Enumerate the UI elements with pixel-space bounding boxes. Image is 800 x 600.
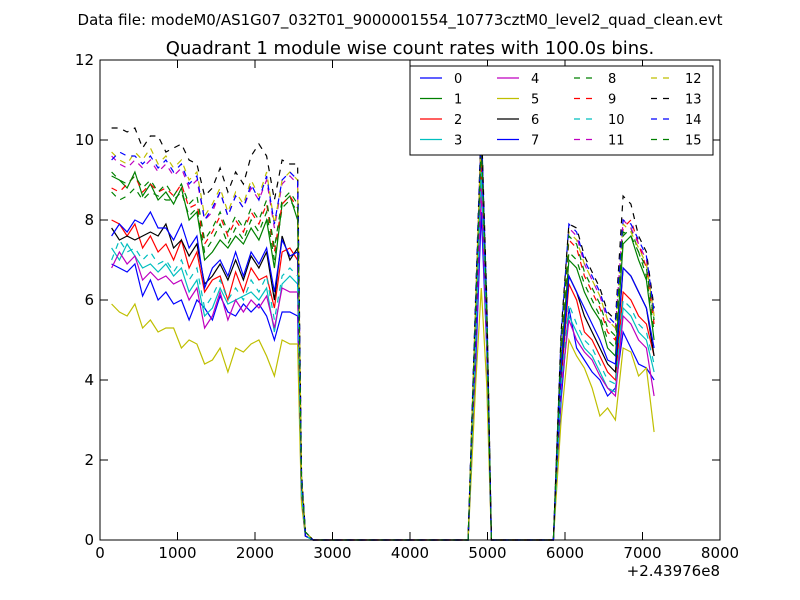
x-tick-label: 8000 [701, 544, 739, 562]
figure-suptitle: Data file: modeM0/AS1G07_032T01_90000015… [78, 11, 723, 30]
legend-label-14: 14 [685, 113, 702, 128]
legend-label-13: 13 [685, 93, 702, 108]
x-tick-label: 4000 [391, 544, 429, 562]
series-line-13 [111, 119, 655, 541]
axis-ticks: 0 1000 2000 3000 4000 5000 6000 7000 80000246810… [75, 51, 739, 562]
legend-label-11: 11 [608, 134, 625, 149]
y-tick-label: 10 [75, 131, 94, 149]
y-tick-label: 6 [84, 291, 94, 309]
legend-label-4: 4 [531, 72, 539, 87]
legend-label-7: 7 [531, 134, 539, 149]
x-tick-label: 5000 [468, 544, 506, 562]
y-tick-label: 2 [84, 451, 94, 469]
plot-lines [111, 115, 655, 541]
legend-label-9: 9 [608, 93, 616, 108]
y-tick-label: 8 [84, 211, 94, 229]
legend-label-5: 5 [531, 93, 539, 108]
series-line-14 [111, 127, 655, 541]
x-tick-label: 0 [95, 544, 105, 562]
legend-box [409, 65, 714, 156]
x-tick-label: 3000 [313, 544, 351, 562]
x-tick-label: 6000 [546, 544, 584, 562]
x-offset-label: +2.43976e8 [627, 562, 720, 580]
x-tick-label: 7000 [623, 544, 661, 562]
legend-label-1: 1 [454, 93, 462, 108]
x-tick-label: 1000 [158, 544, 196, 562]
legend-label-15: 15 [685, 134, 702, 149]
chart-title: Quadrant 1 module wise count rates with … [166, 38, 655, 59]
legend-label-8: 8 [608, 72, 616, 87]
legend-label-2: 2 [454, 113, 462, 128]
legend-label-0: 0 [454, 72, 462, 87]
y-tick-label: 12 [75, 51, 94, 69]
legend-label-12: 12 [685, 72, 702, 87]
legend-label-3: 3 [454, 134, 462, 149]
y-tick-label: 0 [84, 531, 94, 549]
series-line-15 [111, 139, 655, 541]
series-line-10 [111, 171, 655, 541]
series-line-9 [111, 139, 655, 541]
series-line-12 [111, 131, 655, 541]
x-tick-label: 2000 [236, 544, 274, 562]
legend-label-6: 6 [531, 113, 539, 128]
legend-label-10: 10 [608, 113, 625, 128]
y-tick-label: 4 [84, 371, 94, 389]
